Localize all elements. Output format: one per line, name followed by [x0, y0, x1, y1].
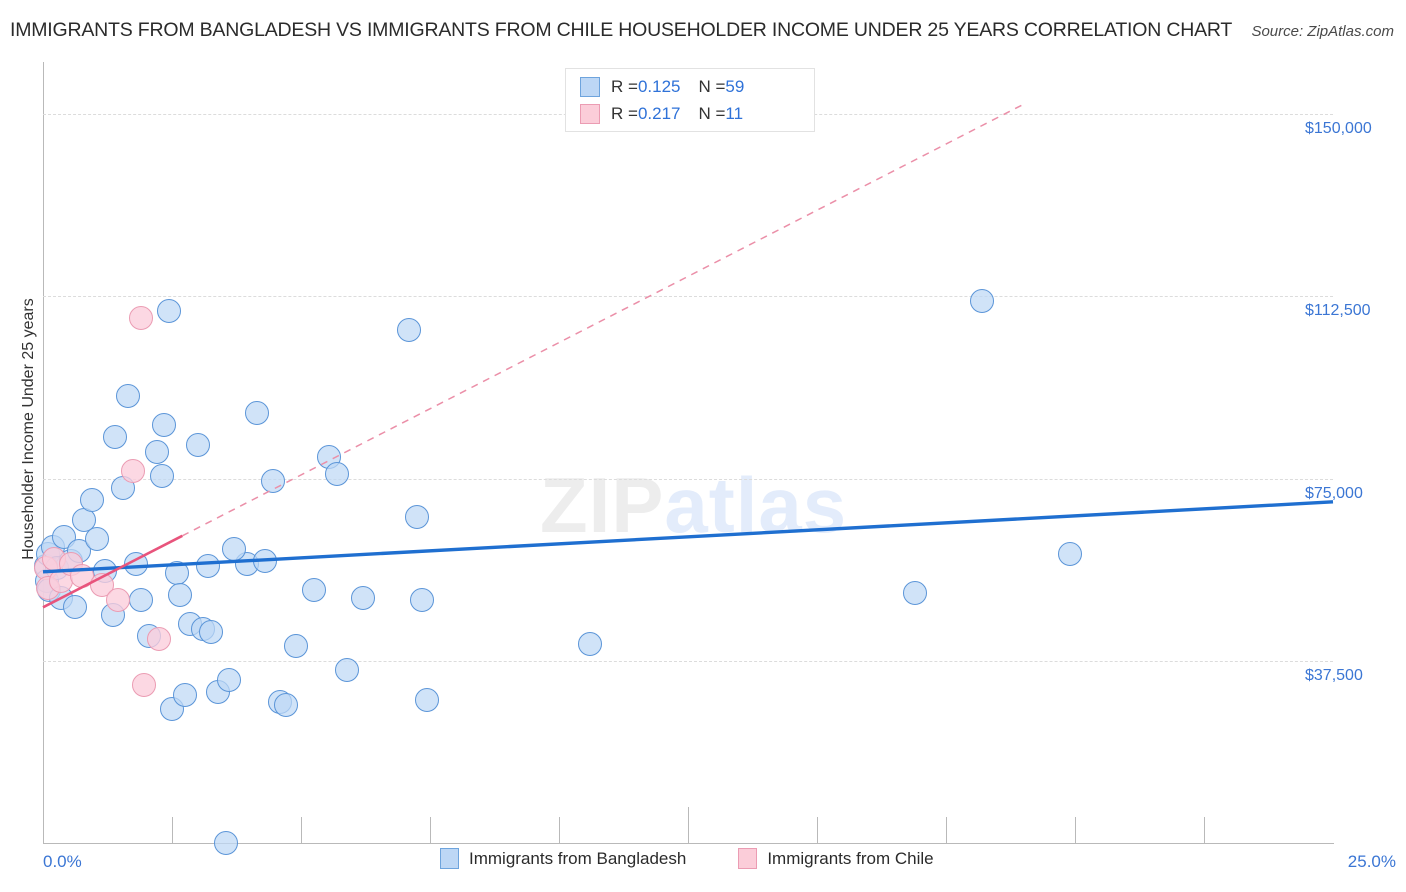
- scatter-point: [273, 692, 298, 717]
- legend-r-label-2: R =: [611, 104, 638, 123]
- legend-row-bangladesh: R = 0.125 N = 59: [580, 74, 744, 100]
- scatter-point: [245, 400, 270, 425]
- scatter-point: [221, 536, 246, 561]
- legend-row-chile: R = 0.217 N = 11: [580, 101, 743, 127]
- scatter-point: [144, 439, 169, 464]
- scatter-point: [970, 289, 995, 314]
- scatter-point: [85, 527, 110, 552]
- correlation-legend: R = 0.125 N = 59 R = 0.217 N = 11: [565, 68, 815, 132]
- scatter-point: [415, 687, 440, 712]
- source-label: Source: ZipAtlas.com: [1251, 23, 1394, 40]
- scatter-point: [283, 634, 308, 659]
- series-swatch-chile: [738, 848, 758, 869]
- x-axis-line: [43, 843, 1334, 844]
- series-legend-item-chile[interactable]: Immigrants from Chile: [738, 848, 934, 869]
- legend-r-label-1: R =: [611, 77, 638, 96]
- scatter-point: [157, 298, 182, 323]
- y-axis-line: [43, 62, 44, 844]
- x-axis-tick: [430, 817, 431, 843]
- x-axis-tick: [1075, 817, 1076, 843]
- x-axis-tick: [688, 807, 689, 843]
- scatter-point: [1057, 541, 1082, 566]
- x-axis-tick: [172, 817, 173, 843]
- watermark-atlas: atlas: [664, 461, 848, 549]
- scatter-point: [397, 318, 422, 343]
- legend-r-value-2: 0.217: [637, 104, 681, 123]
- x-axis-tick: [817, 817, 818, 843]
- series-legend: Immigrants from Bangladesh Immigrants fr…: [440, 848, 986, 869]
- gridline: [43, 660, 1333, 662]
- scatter-point: [301, 578, 326, 603]
- legend-n-value-1: 59: [725, 77, 745, 96]
- scatter-point: [410, 588, 435, 613]
- scatter-point: [152, 413, 177, 438]
- scatter-point: [252, 549, 277, 574]
- scatter-point: [167, 583, 192, 608]
- x-axis-tick: [559, 817, 560, 843]
- scatter-point: [325, 461, 350, 486]
- scatter-point: [196, 554, 221, 578]
- scatter-point: [577, 631, 602, 656]
- y-axis-tick-label: $150,000: [1305, 120, 1372, 138]
- y-axis-tick-label: $37,500: [1305, 666, 1363, 684]
- scatter-point: [172, 682, 197, 707]
- x-axis-min-label: 0.0%: [43, 852, 82, 871]
- x-axis-tick: [301, 817, 302, 843]
- scatter-point: [129, 588, 154, 613]
- scatter-point: [62, 595, 87, 620]
- scatter-point: [147, 626, 172, 651]
- legend-r-value-1: 0.125: [637, 77, 681, 96]
- scatter-point: [260, 468, 285, 493]
- scatter-point: [149, 464, 174, 489]
- legend-swatch-chile: [580, 104, 600, 124]
- legend-n-label-1: N =: [698, 77, 726, 96]
- scatter-point: [405, 505, 430, 530]
- series-label-bangladesh: Immigrants from Bangladesh: [469, 848, 687, 868]
- legend-n-value-2: 11: [725, 104, 744, 123]
- page-title: IMMIGRANTS FROM BANGLADESH VS IMMIGRANTS…: [10, 19, 1233, 41]
- plot-area: ZIPatlas: [33, 62, 1333, 855]
- gridline: [43, 478, 1333, 480]
- scatter-point: [80, 488, 105, 513]
- y-axis-title: Householder Income Under 25 years: [20, 298, 37, 560]
- scatter-point: [131, 673, 156, 698]
- scatter-point: [335, 658, 360, 683]
- watermark: ZIPatlas: [540, 460, 847, 551]
- series-swatch-bangladesh: [440, 848, 459, 869]
- scatter-point: [350, 585, 375, 610]
- scatter-point: [165, 561, 190, 586]
- y-axis-tick-label: $112,500: [1305, 302, 1371, 320]
- scatter-point: [121, 459, 146, 484]
- x-axis-max-label: 25.0%: [1347, 852, 1396, 871]
- series-legend-item-bangladesh[interactable]: Immigrants from Bangladesh: [440, 848, 686, 869]
- scatter-point: [103, 425, 128, 450]
- legend-swatch-bangladesh: [580, 77, 600, 97]
- series-label-chile: Immigrants from Chile: [767, 848, 934, 868]
- gridline: [43, 296, 1333, 298]
- scatter-point: [185, 432, 210, 457]
- scatter-point: [198, 619, 223, 644]
- scatter-point: [123, 551, 148, 576]
- scatter-point: [903, 580, 928, 605]
- scatter-point: [216, 668, 241, 693]
- x-axis-tick: [946, 817, 947, 843]
- legend-n-label-2: N =: [698, 104, 726, 123]
- y-axis-tick-label: $75,000: [1305, 484, 1363, 502]
- scatter-point: [129, 306, 154, 331]
- watermark-zip: ZIP: [540, 461, 665, 549]
- scatter-point: [116, 383, 141, 408]
- scatter-point: [214, 831, 239, 855]
- x-axis-tick: [1204, 817, 1205, 843]
- scatter-point: [105, 588, 130, 613]
